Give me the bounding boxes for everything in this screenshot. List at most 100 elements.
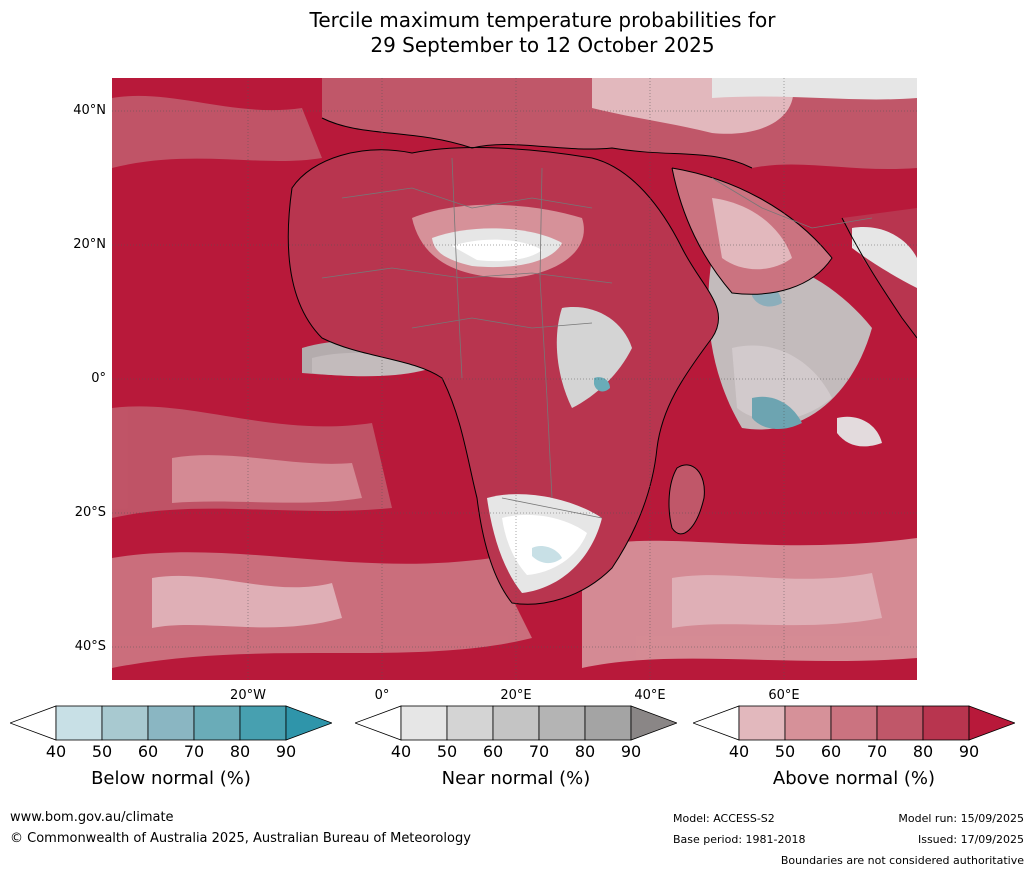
colorbar-below-tick-label: 40 [45, 742, 67, 761]
africa-land [288, 147, 719, 605]
colorbar-below-caption: Below normal (%) [91, 768, 251, 789]
lat-label-20n: 20°N [73, 237, 106, 252]
colorbar-above-segment [922, 705, 970, 741]
lon-label-20w: 20°W [230, 688, 266, 703]
colorbar-below-swatches [8, 705, 334, 741]
base-period: Base period: 1981-2018 [673, 833, 806, 846]
coastlines [287, 117, 917, 605]
probability-map [112, 78, 917, 680]
title-line-1: Tercile maximum temperature probabilitie… [309, 8, 776, 32]
colorbar-above-low-extension [691, 705, 740, 741]
colorbar-near-normal: 40 50 60 70 80 90 Near normal (%) [353, 705, 679, 789]
colorbar-below-segment [147, 705, 195, 741]
colorbar-above-tick-label: 40 [728, 742, 750, 761]
colorbar-above-swatches [691, 705, 1017, 741]
arabia-pale [712, 198, 792, 270]
lat-label-20s: 20°S [74, 505, 106, 520]
colorbar-near-high-extension [630, 705, 679, 741]
madagascar-land [669, 464, 705, 534]
colorbar-above-tick-label: 50 [774, 742, 796, 761]
east-indian-near [837, 416, 882, 447]
colorbar-above-tick-label: 60 [820, 742, 842, 761]
colorbar-near-swatches [353, 705, 679, 741]
issued-date: Issued: 17/09/2025 [917, 833, 1024, 846]
boundaries-disclaimer: Boundaries are not considered authoritat… [780, 854, 1024, 867]
africa-coastline [287, 147, 719, 605]
colorbar-near-tick-label: 50 [436, 742, 458, 761]
border-southern [501, 497, 603, 519]
border-central [411, 317, 593, 329]
madagascar-coastline [668, 464, 705, 535]
southern-africa-below [532, 546, 562, 564]
lat-label-40n: 40°N [73, 103, 106, 118]
india-coastline [841, 217, 917, 339]
border-vertical-2 [539, 167, 553, 499]
colorbar-above-segment [738, 705, 786, 741]
copyright-notice: © Commonwealth of Australia 2025, Austra… [10, 831, 471, 846]
lon-label-20e: 20°E [500, 688, 532, 703]
colorbar-near-tick-label: 40 [390, 742, 412, 761]
lon-label-60e: 60°E [768, 688, 800, 703]
colorbar-above-normal: 40 50 60 70 80 90 Above normal (%) [691, 705, 1017, 789]
colorbar-below-low-extension [8, 705, 57, 741]
graticule [112, 78, 917, 680]
colorbar-near-tick-label: 90 [620, 742, 642, 761]
colorbar-near-tick-label: 70 [528, 742, 550, 761]
southern-ocean-pale [152, 575, 342, 628]
sahel-white [452, 239, 542, 262]
lon-label-40e: 40°E [634, 688, 666, 703]
colorbar-below-high-extension [285, 705, 334, 741]
east-africa-near [556, 307, 632, 408]
colorbar-above-tick-label: 80 [912, 742, 934, 761]
colorbar-below-tick-label: 70 [183, 742, 205, 761]
chart-title: Tercile maximum temperature probabilitie… [0, 8, 1035, 58]
europe-coastline [321, 117, 753, 169]
indian-ocean-below [752, 396, 802, 430]
colorbar-above-segment [830, 705, 878, 741]
colorbar-near-segment [538, 705, 586, 741]
colorbar-below-tick-label: 50 [91, 742, 113, 761]
colorbar-above-tick-label: 70 [866, 742, 888, 761]
colorbar-near-segment [584, 705, 632, 741]
southern-africa-white [502, 514, 587, 575]
lat-label-40s: 40°S [74, 639, 106, 654]
land-shading [288, 78, 917, 605]
colorbar-below-tick-label: 80 [229, 742, 251, 761]
border-vertical-1 [451, 157, 463, 379]
colorbar-below-normal: 40 50 60 70 80 90 Below normal (%) [8, 705, 334, 789]
colorbar-above-high-extension [968, 705, 1017, 741]
colorbar-above-caption: Above normal (%) [772, 768, 936, 789]
se-southern-pale [672, 573, 882, 628]
lat-label-0: 0° [91, 371, 106, 386]
colorbar-below-tick-label: 60 [137, 742, 159, 761]
website-link[interactable]: www.bom.gov.au/climate [10, 810, 174, 825]
colorbar-near-tick-label: 80 [574, 742, 596, 761]
south-atlantic-pale [172, 455, 362, 503]
model-name: Model: ACCESS-S2 [673, 812, 775, 825]
title-line-2: 29 September to 12 October 2025 [370, 33, 715, 57]
border-sahel [321, 267, 613, 284]
colorbar-near-segment [446, 705, 494, 741]
colorbar-above-tick-label: 90 [958, 742, 980, 761]
europe-light [712, 78, 917, 100]
colorbar-above-segment [876, 705, 924, 741]
india-near [852, 227, 917, 288]
colorbar-near-segment [400, 705, 448, 741]
colorbar-below-segment [55, 705, 103, 741]
north-atlantic-band [112, 95, 322, 168]
colorbar-below-tick-label: 90 [275, 742, 297, 761]
colorbar-below-segment [193, 705, 241, 741]
lon-label-0: 0° [374, 688, 390, 703]
colorbar-above-segment [784, 705, 832, 741]
arabia-coastline [671, 167, 833, 295]
colorbar-near-tick-label: 60 [482, 742, 504, 761]
colorbar-near-caption: Near normal (%) [441, 768, 591, 789]
border-middle-east [711, 177, 873, 229]
model-run-date: Model run: 15/09/2025 [898, 812, 1024, 825]
colorbar-near-low-extension [353, 705, 402, 741]
colorbar-below-segment [101, 705, 149, 741]
colorbar-below-segment [239, 705, 287, 741]
colorbar-near-segment [492, 705, 540, 741]
country-borders [321, 157, 873, 519]
lake-victoria-below [594, 377, 610, 392]
